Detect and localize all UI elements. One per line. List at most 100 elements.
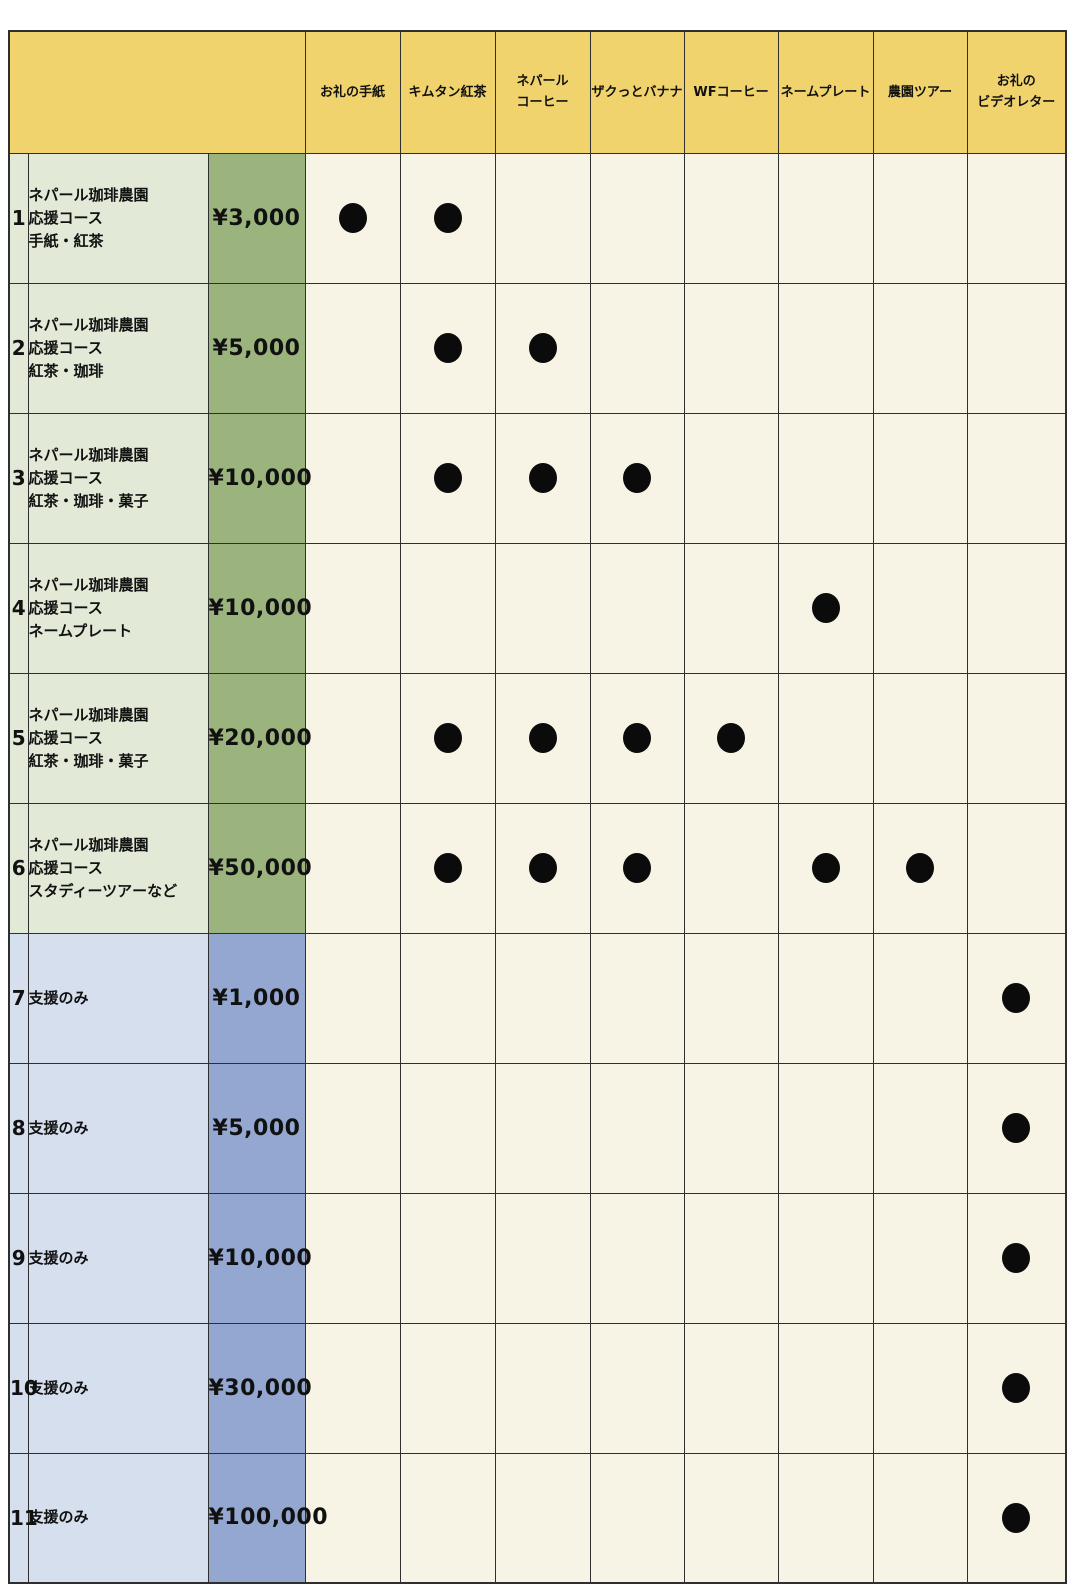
reward-included-cell [399, 802, 496, 934]
reward-empty-cell [777, 672, 874, 804]
reward-included-cell [777, 802, 874, 934]
reward-empty-cell [494, 152, 591, 284]
price-cell: ¥30,000 [207, 1322, 312, 1454]
reward-empty-cell [966, 672, 1067, 804]
column-header-thanks-letter: お礼の手紙 [304, 30, 401, 154]
price-cell: ¥10,000 [207, 542, 312, 674]
column-header-video-letter: お礼の ビデオレター [966, 30, 1067, 154]
price-cell: ¥50,000 [207, 802, 312, 934]
reward-empty-cell [304, 1452, 401, 1584]
reward-included-cell [399, 152, 496, 284]
reward-included-cell [683, 672, 779, 804]
reward-empty-cell [683, 1322, 779, 1454]
column-header-nepal-coffee: ネパール コーヒー [494, 30, 591, 154]
row-number-cell: 8 [8, 1062, 29, 1194]
filled-dot-icon [906, 853, 934, 883]
reward-included-cell [589, 672, 685, 804]
reward-empty-cell [589, 1452, 685, 1584]
row-number-cell: 4 [8, 542, 29, 674]
reward-empty-cell [589, 542, 685, 674]
price-cell: ¥1,000 [207, 932, 306, 1064]
filled-dot-icon [433, 333, 462, 363]
reward-empty-cell [304, 412, 401, 544]
reward-empty-cell [872, 1322, 968, 1454]
reward-empty-cell [304, 1192, 401, 1324]
reward-empty-cell [872, 1062, 968, 1194]
reward-empty-cell [872, 1192, 968, 1324]
filled-dot-icon [528, 463, 557, 493]
table-row: 9 支援のみ ¥10,000 [8, 1192, 1067, 1324]
course-label-cell: ネパール珈琲農園 応援コース 紅茶・珈琲・菓子 [27, 412, 209, 544]
reward-empty-cell [777, 1452, 874, 1584]
table-body: 1 ネパール珈琲農園 応援コース 手紙・紅茶 ¥3,000 2 ネパール珈琲農園 応援コ… [8, 152, 1067, 1584]
filled-dot-icon [528, 333, 557, 363]
reward-empty-cell [966, 412, 1067, 544]
reward-empty-cell [683, 412, 779, 544]
table-row: 7 支援のみ ¥1,000 [8, 932, 1067, 1064]
reward-empty-cell [589, 282, 685, 414]
reward-empty-cell [589, 1322, 685, 1454]
reward-empty-cell [777, 282, 874, 414]
reward-empty-cell [777, 932, 874, 1064]
reward-empty-cell [304, 672, 401, 804]
reward-included-cell [589, 802, 685, 934]
course-label-cell: 支援のみ [27, 932, 209, 1064]
reward-empty-cell [683, 1192, 779, 1324]
reward-empty-cell [589, 1192, 685, 1324]
filled-dot-icon [433, 203, 462, 233]
reward-empty-cell [966, 542, 1067, 674]
reward-empty-cell [494, 1062, 591, 1194]
table-row: 6 ネパール珈琲農園 応援コース スタディーツアーなど ¥50,000 [8, 802, 1067, 934]
reward-included-cell [304, 152, 401, 284]
reward-included-cell [494, 672, 591, 804]
reward-empty-cell [777, 1192, 874, 1324]
filled-dot-icon [528, 723, 557, 753]
reward-empty-cell [683, 542, 779, 674]
reward-empty-cell [683, 932, 779, 1064]
reward-empty-cell [872, 152, 968, 284]
filled-dot-icon [1002, 983, 1031, 1013]
filled-dot-icon [433, 723, 462, 753]
filled-dot-icon [433, 853, 462, 883]
course-label-cell: 支援のみ [27, 1192, 209, 1324]
filled-dot-icon [1002, 1113, 1031, 1143]
course-label-cell: ネパール珈琲農園 応援コース ネームプレート [27, 542, 209, 674]
column-header-kimtan-tea: キムタン紅茶 [399, 30, 496, 154]
reward-empty-cell [872, 412, 968, 544]
reward-empty-cell [966, 152, 1067, 284]
table-row: 11 支援のみ ¥100,000 [8, 1452, 1067, 1584]
reward-empty-cell [399, 1322, 496, 1454]
row-number-cell: 7 [8, 932, 29, 1064]
reward-empty-cell [494, 932, 591, 1064]
reward-empty-cell [304, 932, 401, 1064]
course-label-cell: 支援のみ [27, 1322, 209, 1454]
reward-included-cell [399, 412, 496, 544]
reward-empty-cell [399, 1062, 496, 1194]
reward-empty-cell [589, 1062, 685, 1194]
reward-empty-cell [589, 932, 685, 1064]
row-number-cell: 6 [8, 802, 29, 934]
table-row: 5 ネパール珈琲農園 応援コース 紅茶・珈琲・菓子 ¥20,000 [8, 672, 1067, 804]
filled-dot-icon [1002, 1502, 1031, 1533]
filled-dot-icon [338, 203, 367, 233]
row-number-cell: 1 [8, 152, 29, 284]
filled-dot-icon [1002, 1373, 1031, 1403]
course-label-cell: ネパール珈琲農園 応援コース スタディーツアーなど [27, 802, 209, 934]
column-header-name-plate: ネームプレート [777, 30, 874, 154]
column-header-wf-coffee: WFコーヒー [683, 30, 779, 154]
price-cell: ¥10,000 [207, 412, 312, 544]
reward-empty-cell [399, 542, 496, 674]
reward-included-cell [872, 802, 968, 934]
filled-dot-icon [528, 853, 557, 883]
table-row: 8 支援のみ ¥5,000 [8, 1062, 1067, 1194]
table-row: 10 支援のみ ¥30,000 [8, 1322, 1067, 1454]
reward-empty-cell [872, 672, 968, 804]
reward-empty-cell [777, 152, 874, 284]
price-cell: ¥3,000 [207, 152, 306, 284]
price-cell: ¥100,000 [207, 1452, 328, 1584]
reward-empty-cell [872, 1452, 968, 1584]
filled-dot-icon [623, 723, 651, 753]
course-label-cell: 支援のみ [27, 1452, 209, 1584]
reward-empty-cell [304, 542, 401, 674]
